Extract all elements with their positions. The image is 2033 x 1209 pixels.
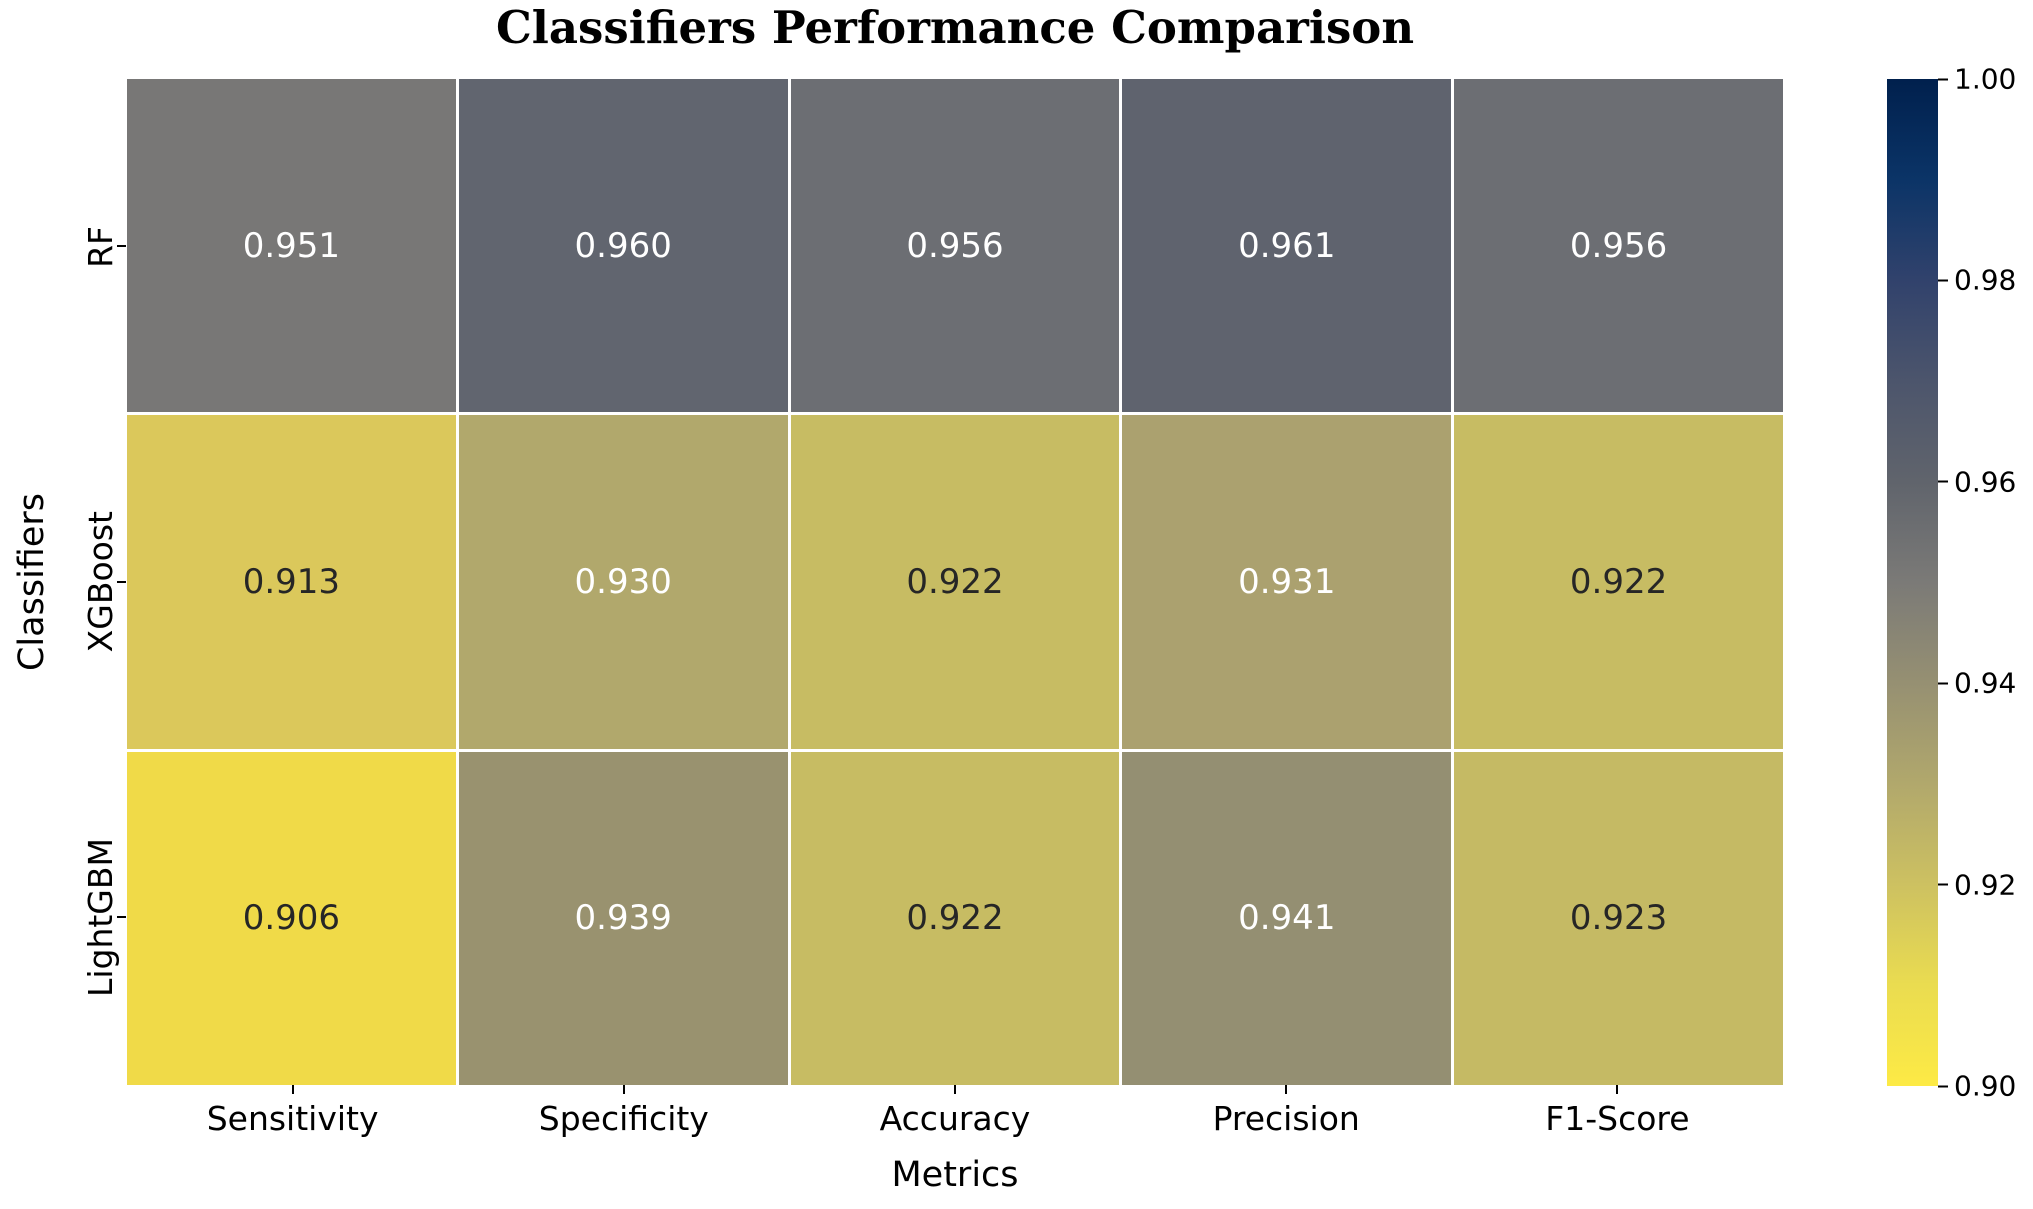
heatmap-grid: 0.951 0.960 0.956 0.961 0.956 0.913 0.930 0.922… [127, 79, 1783, 1085]
heatmap-cell: 0.930 [458, 415, 788, 749]
heatmap-cell: 0.922 [790, 751, 1120, 1085]
x-tick-mark [1616, 1085, 1619, 1094]
colorbar-tick: 0.94 [1938, 667, 2016, 700]
chart-title: Classifiers Performance Comparison [495, 1, 1415, 54]
heatmap-cell: 0.956 [790, 79, 1120, 413]
colorbar-tick: 0.98 [1938, 264, 2016, 297]
y-tick-mark [117, 245, 126, 247]
row-label-lightgbm: LightGBM [81, 837, 120, 997]
x-axis-label: Metrics [891, 1155, 1019, 1195]
heatmap-cell: 0.923 [1454, 751, 1783, 1085]
colorbar-area: 1.00 0.98 0.96 0.94 0.92 0.90 [1887, 63, 2033, 1103]
col-label-f1-score: F1-Score [1452, 1085, 1783, 1138]
y-tick-mark [117, 916, 126, 918]
heatmap-cell: 0.913 [127, 415, 456, 749]
colorbar-tick-mark [1938, 1085, 1948, 1087]
heatmap-cell: 0.939 [458, 751, 788, 1085]
heatmap-cell: 0.922 [1454, 415, 1783, 749]
x-tick-mark [291, 1085, 294, 1094]
col-label-specificity: Specificity [458, 1085, 789, 1138]
y-axis-label-container: Classifiers [10, 79, 54, 1085]
y-tick-mark [117, 581, 126, 583]
row-label-xgboost: XGBoost [81, 511, 120, 653]
colorbar-tick: 0.96 [1938, 465, 2016, 498]
row-label-rf: RF [81, 225, 120, 268]
colorbar-tick-mark [1938, 279, 1948, 282]
colorbar-tick-mark [1938, 883, 1948, 886]
colorbar-tick-mark [1938, 480, 1948, 483]
y-tick-labels: RF XGBoost LightGBM [62, 79, 120, 1085]
x-tick-mark [1285, 1085, 1288, 1094]
x-tick-mark [954, 1085, 956, 1094]
heatmap-cell: 0.922 [790, 415, 1120, 749]
colorbar-tick: 1.00 [1938, 63, 2016, 96]
colorbar-tick: 0.92 [1938, 868, 2016, 901]
heatmap-cell: 0.960 [458, 79, 788, 413]
y-axis-label: Classifiers [12, 492, 52, 671]
heatmap-cell: 0.951 [127, 79, 456, 413]
col-label-sensitivity: Sensitivity [127, 1085, 458, 1138]
colorbar-tick-mark [1938, 78, 1948, 80]
col-label-accuracy: Accuracy [789, 1085, 1120, 1138]
colorbar-tick-mark [1938, 682, 1948, 685]
x-tick-mark [622, 1085, 625, 1094]
heatmap-cell: 0.961 [1122, 79, 1452, 413]
heatmap-cell: 0.956 [1454, 79, 1783, 413]
colorbar-gradient [1887, 79, 1938, 1086]
col-label-precision: Precision [1121, 1085, 1452, 1138]
colorbar-tick: 0.90 [1938, 1070, 2016, 1103]
heatmap-cell: 0.941 [1122, 751, 1452, 1085]
heatmap-cell: 0.931 [1122, 415, 1452, 749]
x-tick-labels: Sensitivity Specificity Accuracy Precisi… [127, 1085, 1783, 1138]
heatmap-cell: 0.906 [127, 751, 456, 1085]
